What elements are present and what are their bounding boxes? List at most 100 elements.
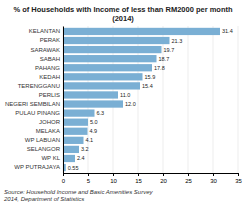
tick: 0 <box>62 173 66 184</box>
tick-label: MELAKA <box>36 128 60 134</box>
data-label: 4.1 <box>86 137 94 143</box>
tick: SELANGOR <box>27 146 61 152</box>
tick-label: NEGERI SEMBILAN <box>5 101 60 107</box>
bar <box>63 109 95 116</box>
tick-label: PAHANG <box>35 65 60 71</box>
tick-label: 30 <box>210 178 217 184</box>
tick-label: PERAK <box>40 37 60 43</box>
data-label: 15.4 <box>142 83 153 89</box>
bar <box>63 46 162 53</box>
bar <box>63 146 79 153</box>
bar <box>63 155 75 162</box>
data-label: 4.9 <box>90 128 98 134</box>
tick: WP PUTRAJAYA <box>14 164 60 170</box>
grid-line <box>188 26 189 173</box>
tick-label: WP LABUAN <box>25 137 60 143</box>
tick-mark <box>88 173 89 176</box>
tick-label: KELANTAN <box>29 28 60 34</box>
tick: 20 <box>160 173 167 184</box>
tick: WP KL <box>41 155 60 161</box>
bars <box>63 28 220 171</box>
title-line: (2014) <box>112 14 134 23</box>
tick: WP LABUAN <box>25 137 60 143</box>
annotation: 2014, Department of Statistics <box>3 196 84 202</box>
tick-label: SABAH <box>40 56 60 62</box>
tick-mark <box>188 173 189 176</box>
grid-line <box>63 26 64 173</box>
bar <box>63 55 157 62</box>
data-label: 15.9 <box>145 74 156 80</box>
tick: 5 <box>87 173 91 184</box>
tick: 10 <box>110 173 117 184</box>
tick-mark <box>113 173 114 176</box>
bar <box>63 128 88 135</box>
tick-label: 35 <box>235 178 242 184</box>
tick: TERENGGANU <box>18 83 60 89</box>
tick-label: 0 <box>62 178 66 184</box>
bar <box>63 28 220 35</box>
tick: PERLIS <box>39 92 60 98</box>
bar <box>63 100 123 107</box>
tick: 30 <box>210 173 217 184</box>
grid <box>63 26 238 173</box>
data-labels: 31.421.319.718.717.815.915.411.012.06.35… <box>68 28 233 170</box>
tick-label: KEDAH <box>39 74 60 80</box>
tick: 35 <box>235 173 242 184</box>
bar <box>63 91 118 98</box>
tick: PULAU PINANG <box>15 110 60 116</box>
grid-line <box>238 26 239 173</box>
data-label: 17.8 <box>154 65 165 71</box>
tick-label: WP PUTRAJAYA <box>14 164 60 170</box>
y-axis: KELANTAN PERAK SARAWAK SABAH PAHANG KEDAH TERE… <box>5 27 64 174</box>
tick-label: SELANGOR <box>27 146 61 152</box>
tick-label: SARAWAK <box>30 47 60 53</box>
tick-label: WP KL <box>41 155 60 161</box>
data-label: 5.0 <box>90 119 98 125</box>
tick-mark <box>213 173 214 176</box>
tick: SABAH <box>40 56 60 62</box>
tick-mark <box>238 173 239 176</box>
title: % of Households with Income of less than… <box>13 5 233 23</box>
tick: JOHOR <box>39 119 61 125</box>
tick: MELAKA <box>36 128 60 134</box>
tick: PAHANG <box>35 65 60 71</box>
tick-label: 10 <box>110 178 117 184</box>
data-label: 12.0 <box>125 101 136 107</box>
tick-label: TERENGGANU <box>18 83 60 89</box>
tick-label: JOHOR <box>39 119 61 125</box>
data-label: 21.3 <box>172 38 183 44</box>
tick-label: 20 <box>160 178 167 184</box>
plot: 31.421.319.718.717.815.915.411.012.06.35… <box>5 26 243 184</box>
x-axis: 0 5 10 15 20 25 30 35 <box>62 173 243 184</box>
tick: NEGERI SEMBILAN <box>5 101 60 107</box>
grid-line <box>213 26 214 173</box>
tick-mark <box>138 173 139 176</box>
tick-label: 15 <box>135 178 142 184</box>
tick: SARAWAK <box>30 47 60 53</box>
bar <box>63 137 84 144</box>
annotation: Source: Household Income and Basic Ameni… <box>4 189 154 195</box>
tick: PERAK <box>40 37 60 43</box>
bar <box>63 119 88 126</box>
data-label: 6.3 <box>97 110 105 116</box>
data-label: 31.4 <box>222 28 233 34</box>
axis-line <box>64 174 239 177</box>
data-label: 11.0 <box>120 92 130 98</box>
tick: 25 <box>185 173 192 184</box>
tick-label: PERLIS <box>39 92 60 98</box>
chart: % of Households with Income of less than… <box>0 0 246 204</box>
bar <box>63 82 140 89</box>
data-label: 0.55 <box>68 165 79 171</box>
tick: KEDAH <box>39 74 60 80</box>
tick: 15 <box>135 173 142 184</box>
tick-mark <box>163 173 164 176</box>
title-line: % of Households with Income of less than… <box>13 5 233 14</box>
data-label: 3.2 <box>81 146 89 152</box>
tick-label: PULAU PINANG <box>15 110 60 116</box>
bar <box>63 37 170 44</box>
bar <box>63 64 152 71</box>
tick-label: 5 <box>87 178 91 184</box>
bar <box>63 73 143 80</box>
data-label: 2.4 <box>77 155 85 161</box>
data-label: 19.7 <box>164 47 175 53</box>
